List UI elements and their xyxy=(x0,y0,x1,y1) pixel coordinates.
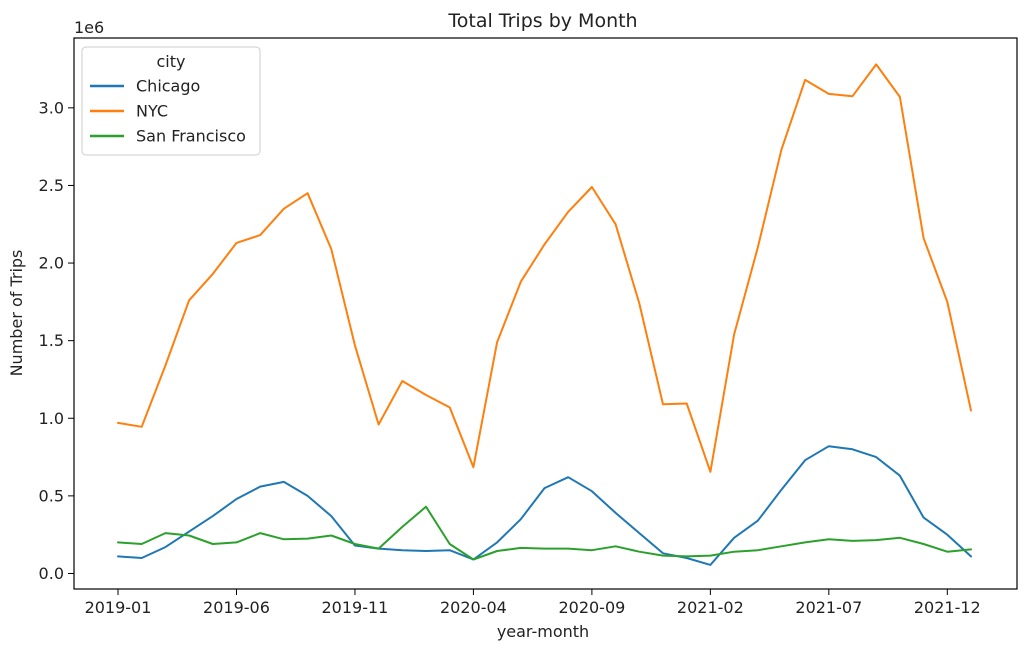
x-axis-label: year-month xyxy=(497,622,589,641)
legend: city Chicago NYC San Francisco xyxy=(81,46,261,156)
x-tick-label: 2019-06 xyxy=(203,598,270,617)
y-axis: 0.0 0.5 1.0 1.5 2.0 2.5 3.0 xyxy=(39,98,74,583)
series-line-chicago xyxy=(117,445,972,566)
y-axis-label: Number of Trips xyxy=(7,250,26,377)
y-tick-label: 1.0 xyxy=(39,409,64,428)
plot-area xyxy=(73,37,1018,590)
y-tick-label: 2.5 xyxy=(39,176,64,195)
x-tick-label: 2020-09 xyxy=(558,598,625,617)
x-tick-label: 2021-12 xyxy=(914,598,981,617)
legend-label-chicago: Chicago xyxy=(136,77,200,96)
chart-title: Total Trips by Month xyxy=(447,10,637,32)
y-tick-label: 0.5 xyxy=(39,486,64,505)
series-line-nyc xyxy=(117,63,972,473)
series-lines xyxy=(117,63,972,566)
series-line-san-francisco xyxy=(117,505,972,561)
legend-title: city xyxy=(157,52,186,71)
x-tick-label: 2020-04 xyxy=(440,598,507,617)
y-offset-label: 1e6 xyxy=(74,18,104,37)
y-tick-label: 0.0 xyxy=(39,564,64,583)
x-axis: 2019-01 2019-06 2019-11 2020-04 2020-09 2021-… xyxy=(85,589,981,617)
x-tick-label: 2021-02 xyxy=(677,598,744,617)
x-tick-label: 2019-11 xyxy=(322,598,389,617)
y-tick-label: 3.0 xyxy=(39,98,64,117)
y-tick-label: 1.5 xyxy=(39,331,64,350)
legend-label-nyc: NYC xyxy=(136,102,168,121)
x-tick-label: 2019-01 xyxy=(85,598,152,617)
y-tick-label: 2.0 xyxy=(39,254,64,273)
x-tick-label: 2021-07 xyxy=(795,598,862,617)
legend-box xyxy=(81,46,261,156)
legend-label-san-francisco: San Francisco xyxy=(136,127,246,146)
